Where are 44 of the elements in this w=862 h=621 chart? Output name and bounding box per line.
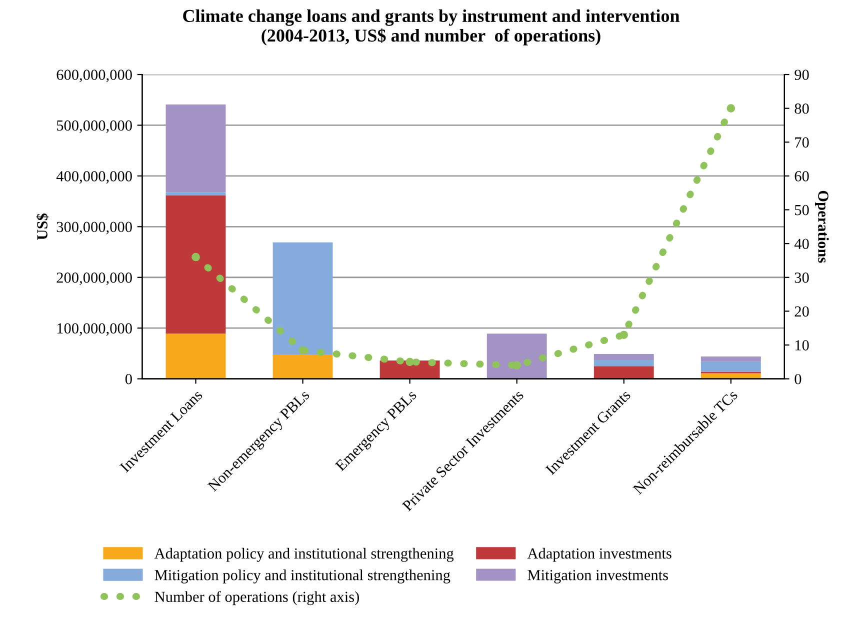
bar (700, 356, 761, 362)
legend-label: Number of operations (right axis) (154, 591, 359, 606)
bar (700, 373, 761, 379)
y-tick-label: 500,000,000 (57, 120, 132, 133)
y-tick-label: 600,000,000 (56, 70, 132, 82)
point (406, 358, 414, 366)
y-tick-label: 300,000,000 (56, 222, 132, 234)
bar (166, 195, 226, 334)
y-tick-label: 0 (125, 374, 132, 384)
legend-label: Mitigation policy and institutional strengthening (154, 570, 450, 584)
legend-label: Adaptation investments (527, 548, 672, 562)
y2-tick-label: 90 (794, 70, 809, 80)
y-tick-label: 400,000,000 (56, 171, 132, 184)
point (192, 252, 200, 262)
y-tick-label: 200,000,000 (56, 272, 132, 286)
point (726, 104, 736, 112)
y2-tick-label: 50 (795, 204, 809, 216)
y2-axis-title: Operations (815, 190, 829, 263)
bar (594, 360, 654, 366)
point (512, 361, 522, 370)
bar (272, 354, 333, 379)
y2-tick-label: 30 (794, 272, 809, 283)
y-axis-title: US$ (36, 214, 48, 240)
legend-label: Mitigation investments (528, 570, 668, 584)
chart-title: Climate change loans and grants by instrument and intervention (2004-2013, US$ and number of operations) (183, 9, 680, 46)
y2-tick-label: 0 (794, 374, 802, 384)
y2-tick-label: 60 (794, 171, 809, 182)
bar (272, 242, 333, 354)
y-tick-label: 100,000,000 (57, 323, 132, 336)
bar (166, 104, 226, 192)
bar (486, 334, 547, 379)
y2-tick-label: 80 (794, 103, 809, 114)
point (298, 346, 307, 355)
bar (594, 354, 654, 360)
bar (166, 192, 226, 196)
y2-tick-label: 40 (794, 238, 809, 250)
legend-label: Adaptation policy and institutional strengthening (154, 548, 454, 562)
bar (594, 366, 654, 379)
y2-tick-label: 10 (795, 340, 809, 350)
y2-tick-label: 70 (795, 137, 809, 148)
bar (700, 362, 761, 372)
point (620, 330, 628, 340)
bar (166, 334, 226, 379)
y2-tick-label: 20 (794, 306, 809, 317)
